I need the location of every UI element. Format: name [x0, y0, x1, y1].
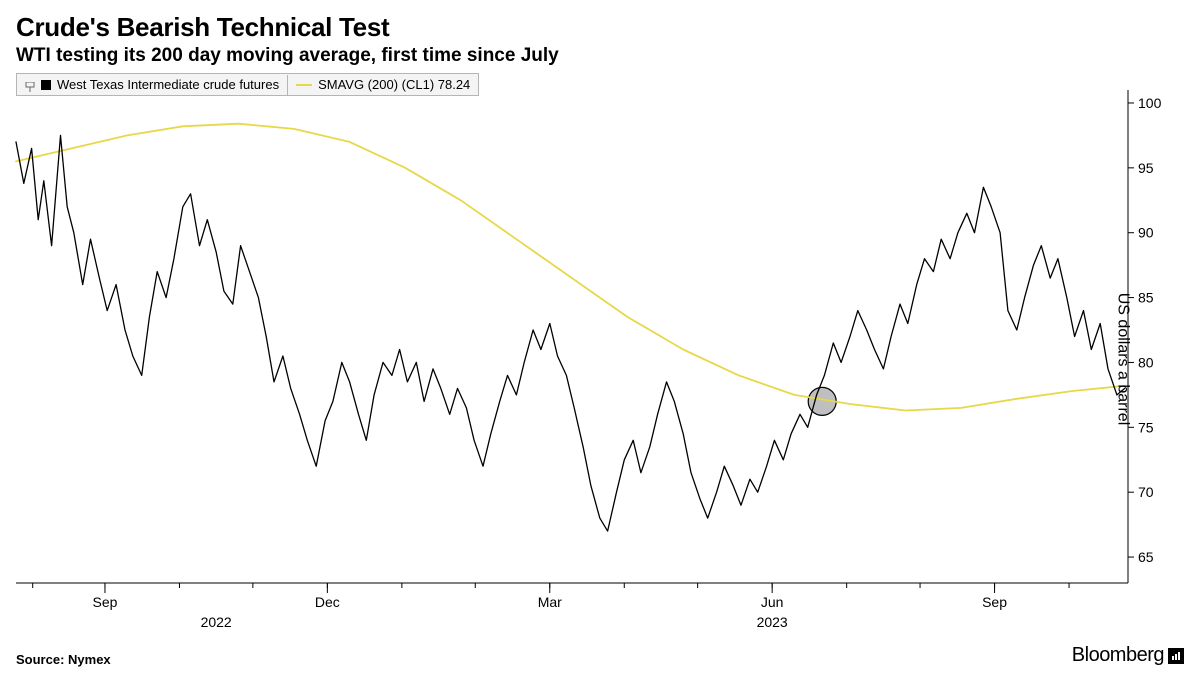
- chart-subtitle: WTI testing its 200 day moving average, …: [16, 45, 1184, 67]
- svg-text:95: 95: [1138, 160, 1154, 176]
- legend-swatch-black: [41, 80, 51, 90]
- svg-text:80: 80: [1138, 354, 1154, 370]
- legend-pin-icon: [25, 80, 35, 90]
- chart-area: 65 70 75 80 85 90 95 100 Sep Dec Mar Jun Sep 2022 2023…: [16, 90, 1184, 627]
- svg-text:Dec: Dec: [315, 594, 340, 610]
- brand-icon: [1168, 648, 1184, 664]
- svg-text:90: 90: [1138, 225, 1154, 241]
- source-label: Source: Nymex: [16, 652, 111, 667]
- brand: Bloomberg: [1072, 644, 1184, 667]
- chart-title: Crude's Bearish Technical Test: [16, 12, 1184, 43]
- svg-text:85: 85: [1138, 290, 1154, 306]
- svg-text:Jun: Jun: [761, 594, 784, 610]
- svg-text:2023: 2023: [757, 614, 788, 630]
- svg-text:100: 100: [1138, 95, 1162, 111]
- brand-label: Bloomberg: [1072, 644, 1164, 667]
- y-axis-title: US dollars a barrel: [1113, 292, 1131, 425]
- svg-text:75: 75: [1138, 419, 1154, 435]
- svg-text:Sep: Sep: [982, 594, 1007, 610]
- chart-svg: 65 70 75 80 85 90 95 100 Sep Dec Mar Jun Sep 2022 2023: [16, 90, 1184, 627]
- legend-swatch-yellow: [296, 84, 312, 86]
- svg-text:Sep: Sep: [92, 594, 117, 610]
- svg-text:2022: 2022: [201, 614, 232, 630]
- svg-text:70: 70: [1138, 484, 1154, 500]
- footer: Source: Nymex Bloomberg: [16, 644, 1184, 667]
- svg-text:Mar: Mar: [538, 594, 562, 610]
- svg-text:65: 65: [1138, 549, 1154, 565]
